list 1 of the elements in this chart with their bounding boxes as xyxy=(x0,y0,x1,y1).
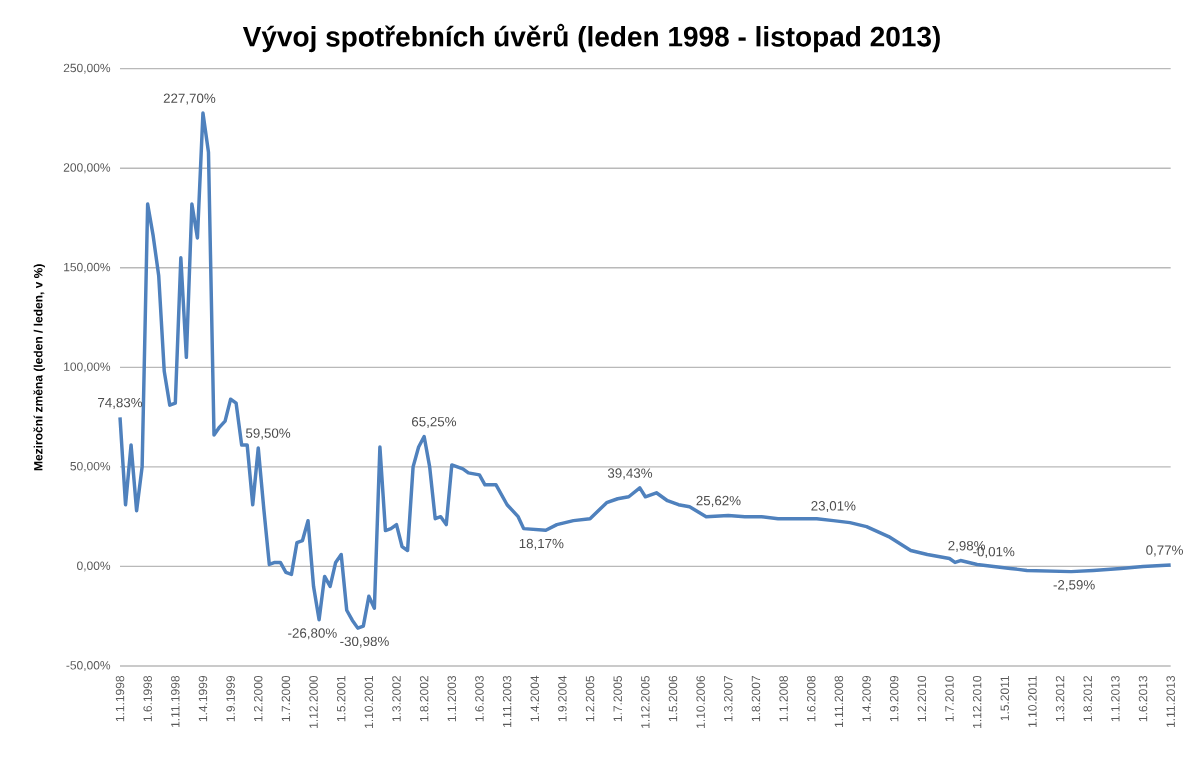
chart-title: Vývoj spotřebních úvěrů (leden 1998 - listopad 2013) xyxy=(242,23,940,53)
